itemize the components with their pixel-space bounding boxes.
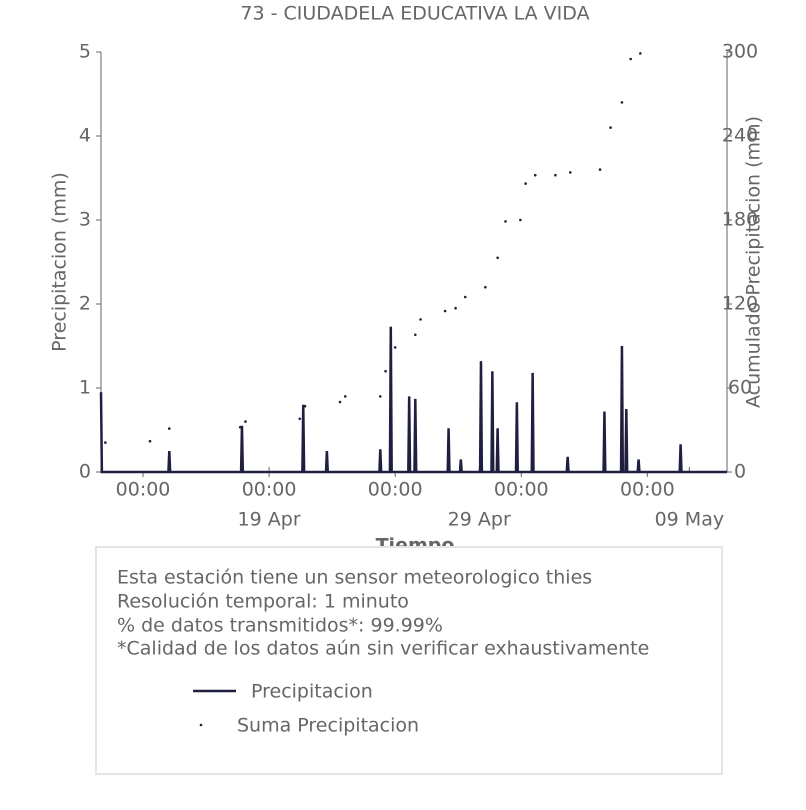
- legend-label: Precipitacion: [251, 681, 373, 703]
- cumulative-dot: [384, 369, 387, 373]
- cumulative-dot: [343, 395, 347, 398]
- info-box: [95, 546, 723, 775]
- cumulative-dot: [568, 171, 572, 174]
- y-tick-label: 0: [79, 461, 91, 483]
- cumulative-dot: [419, 318, 422, 321]
- y-tick-label: 5: [79, 41, 91, 63]
- cumulative-dot: [496, 256, 499, 260]
- y2-tick-label: 240: [722, 125, 758, 147]
- chart-title: 73 - CIUDADELA EDUCATIVA LA VIDA: [240, 3, 589, 25]
- cumulative-dot: [533, 173, 537, 177]
- y2-axis-label: Acumulado Precipitacion (mm): [743, 116, 765, 408]
- x-date-label: 09 May: [655, 509, 725, 531]
- cumulative-dot: [554, 173, 557, 177]
- cumulative-dot: [629, 57, 632, 61]
- y-tick-label: 2: [79, 293, 91, 315]
- legend-marker: [199, 723, 203, 727]
- precip-line: [99, 326, 727, 474]
- cumulative-dot: [524, 182, 527, 185]
- legend-label: Suma Precipitacion: [237, 715, 419, 737]
- x-tick-label: 00:00: [368, 479, 423, 501]
- x-date-label: 29 Apr: [448, 509, 511, 531]
- cumulative-dot: [504, 220, 507, 223]
- cumulative-dot: [167, 427, 171, 430]
- cumulative-dot: [620, 101, 624, 104]
- cumulative-dot: [443, 309, 447, 313]
- cumulative-dot: [454, 306, 457, 310]
- y-tick-label: 4: [79, 125, 91, 147]
- y-tick-label: 1: [79, 377, 91, 399]
- cumulative-dot: [639, 52, 642, 55]
- x-date-label: 19 Apr: [238, 509, 301, 531]
- cumulative-dot: [484, 285, 487, 289]
- cumulative-dot: [378, 395, 382, 398]
- y-axis-label: Precipitacion (mm): [49, 172, 71, 352]
- info-line: Resolución temporal: 1 minuto: [117, 591, 409, 613]
- cumulative-dot: [238, 425, 242, 429]
- y2-tick-label: 300: [722, 41, 758, 63]
- cumulative-dot: [609, 126, 612, 129]
- y2-tick-label: 60: [728, 377, 752, 399]
- x-tick-label: 00:00: [116, 479, 171, 501]
- y-tick-label: 3: [79, 209, 91, 231]
- x-tick-label: 00:00: [494, 479, 549, 501]
- x-tick-label: 00:00: [620, 479, 675, 501]
- cumulative-dot: [298, 417, 302, 421]
- info-line: *Calidad de los datos aún sin verificar …: [117, 638, 649, 660]
- y2-tick-label: 0: [734, 461, 746, 483]
- cumulative-dot: [393, 346, 397, 349]
- cumulative-dot: [338, 400, 342, 404]
- cumulative-dot: [519, 218, 522, 222]
- cumulative-dot: [104, 441, 107, 444]
- info-line: % de datos transmitidos*: 99.99%: [117, 615, 443, 637]
- x-tick-label: 00:00: [242, 479, 297, 501]
- cumulative-dot: [463, 295, 467, 299]
- cumulative-dot: [244, 420, 247, 423]
- y2-tick-label: 120: [722, 293, 758, 315]
- cumulative-dot: [148, 439, 152, 443]
- cumulative-dot: [598, 168, 602, 171]
- cumulative-dot: [414, 333, 417, 337]
- cumulative-dot: [303, 404, 307, 408]
- info-line: Esta estación tiene un sensor meteorolog…: [117, 567, 592, 589]
- y2-tick-label: 180: [722, 209, 758, 231]
